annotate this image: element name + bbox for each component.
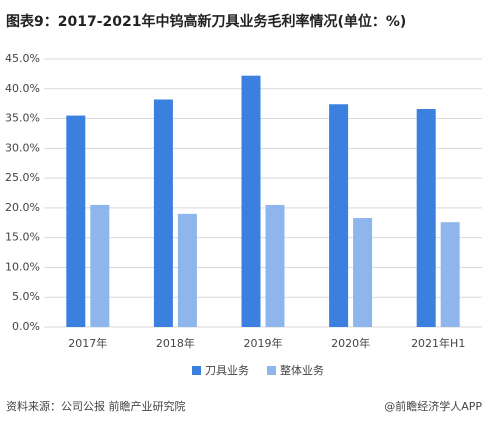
y-tick-label: 30.0% bbox=[5, 141, 40, 154]
x-tick-label: 2020年 bbox=[331, 336, 370, 350]
bar bbox=[66, 115, 86, 327]
x-tick-label: 2017年 bbox=[68, 336, 107, 350]
y-tick-label: 35.0% bbox=[5, 112, 40, 125]
bar bbox=[265, 204, 285, 327]
y-tick-label: 15.0% bbox=[5, 231, 40, 244]
legend-label: 刀具业务 bbox=[205, 364, 249, 377]
bar bbox=[177, 213, 197, 327]
bar bbox=[329, 104, 349, 327]
legend-swatch bbox=[192, 366, 201, 375]
bar bbox=[353, 218, 373, 327]
source: 资料来源：公司公报 前瞻产业研究院 bbox=[6, 399, 186, 413]
credit: @前瞻经济学人APP bbox=[384, 399, 482, 413]
legend-label: 整体业务 bbox=[280, 363, 324, 377]
y-tick-label: 5.0% bbox=[12, 290, 40, 303]
y-tick-label: 10.0% bbox=[5, 260, 40, 273]
x-tick-label: 2019年 bbox=[244, 336, 283, 350]
y-tick-label: 40.0% bbox=[5, 82, 40, 95]
y-tick-label: 45.0% bbox=[5, 52, 40, 65]
y-tick-label: 20.0% bbox=[5, 201, 40, 214]
x-tick-label: 2021年H1 bbox=[411, 336, 465, 350]
chart-title: 图表9：2017-2021年中钨高新刀具业务毛利率情况(单位：%) bbox=[6, 13, 406, 30]
x-tick-label: 2018年 bbox=[156, 336, 195, 350]
bar bbox=[90, 204, 110, 327]
y-tick-label: 0.0% bbox=[12, 320, 40, 333]
bar bbox=[440, 222, 460, 327]
bar bbox=[416, 109, 436, 327]
legend-swatch bbox=[267, 366, 276, 375]
bar bbox=[241, 75, 261, 327]
bar bbox=[153, 99, 173, 328]
y-tick-label: 25.0% bbox=[5, 171, 40, 184]
